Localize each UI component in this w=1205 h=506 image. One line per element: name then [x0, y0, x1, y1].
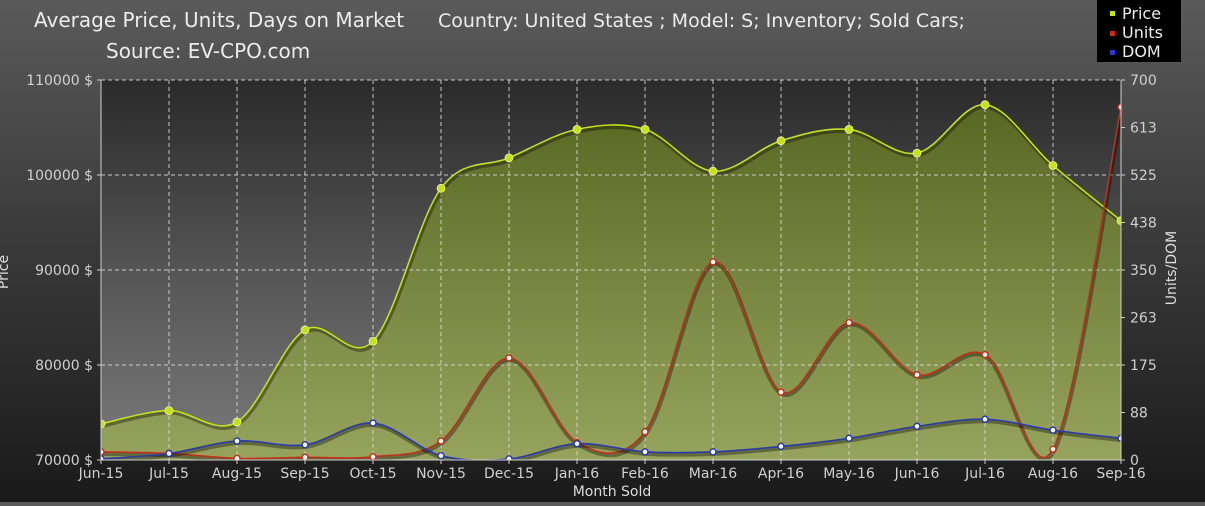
x-tick-label-8: Feb-16: [621, 466, 669, 482]
data-point-price-11: [844, 124, 854, 134]
legend: Price Units DOM: [1097, 0, 1181, 62]
data-point-dom-11: [845, 434, 853, 443]
data-point-units-10: [777, 388, 785, 396]
x-tick-label-11: May-16: [823, 466, 875, 482]
y-axis-label-left: Price: [0, 255, 12, 289]
x-tick-label-15: Sep-16: [1096, 466, 1145, 482]
data-point-dom-7: [573, 439, 581, 448]
data-point-units-11: [845, 318, 853, 327]
data-point-dom-4: [369, 419, 377, 427]
y-tick-label-left-2: 90000 $: [35, 263, 93, 279]
data-point-price-1: [164, 406, 174, 416]
y-tick-label-left-3: 100000 $: [26, 168, 93, 184]
x-tick-label-14: Aug-16: [1028, 466, 1078, 482]
data-point-price-12: [912, 148, 922, 158]
y-tick-label-left-1: 80000 $: [35, 358, 93, 374]
x-tick-label-0: Jun-15: [78, 466, 124, 482]
y-tick-label-right-6: 525: [1130, 168, 1157, 184]
data-point-dom-14: [1049, 426, 1057, 434]
data-point-units-9: [709, 258, 717, 266]
x-tick-label-6: Dec-15: [484, 466, 534, 482]
series-shadow-dom: [101, 419, 1121, 460]
x-tick-label-12: Jun-16: [894, 466, 940, 482]
legend-swatch-dom: [1110, 50, 1115, 55]
data-point-units-2: [233, 454, 241, 460]
data-point-dom-1: [165, 449, 173, 458]
data-point-units-15: [1117, 103, 1121, 111]
legend-label-dom: DOM: [1122, 42, 1161, 61]
y-tick-label-right-8: 700: [1130, 73, 1157, 89]
x-tick-label-10: Apr-16: [758, 466, 804, 482]
data-point-price-9: [708, 166, 718, 176]
y-axis-label-right: Units/DOM: [1164, 231, 1180, 305]
data-point-price-15: [1116, 216, 1121, 225]
data-point-units-12: [913, 371, 921, 379]
data-point-dom-0: [101, 455, 105, 460]
series-shadow-price: [101, 104, 1121, 430]
x-tick-label-13: Jul-16: [964, 466, 1005, 482]
series-layer: [101, 100, 1121, 460]
y-tick-label-right-1: 88: [1130, 406, 1148, 422]
data-point-units-13: [981, 350, 989, 359]
x-tick-label-9: Mar-16: [689, 466, 737, 482]
data-point-units-0: [101, 448, 105, 456]
data-point-units-14: [1049, 445, 1057, 453]
x-axis-label: Month Sold: [573, 484, 652, 500]
x-tick-label-7: Jan-16: [554, 466, 600, 482]
x-tick-label-1: Jul-15: [148, 466, 189, 482]
data-point-price-3: [300, 325, 310, 335]
data-point-price-8: [640, 124, 650, 134]
y-tick-label-right-7: 613: [1130, 121, 1157, 137]
data-point-dom-10: [777, 442, 785, 451]
data-point-price-6: [504, 153, 514, 163]
x-tick-label-2: Aug-15: [212, 466, 262, 482]
price-area-layer: [101, 104, 1121, 460]
y-tick-label-right-2: 175: [1130, 358, 1157, 374]
y-tick-label-right-5: 438: [1130, 216, 1157, 232]
price-area: [101, 104, 1121, 460]
y-tick-label-right-3: 263: [1130, 311, 1157, 327]
data-point-price-5: [436, 183, 446, 193]
data-point-price-2: [232, 417, 242, 427]
data-point-price-7: [572, 124, 582, 134]
legend-label-price: Price: [1122, 4, 1161, 23]
data-point-price-4: [368, 336, 378, 346]
data-point-dom-2: [233, 437, 241, 445]
y-tick-label-left-4: 110000 $: [26, 73, 93, 89]
data-point-price-10: [776, 136, 786, 146]
chart-title-line2: Source: EV-CPO.com: [106, 39, 310, 63]
data-point-price-14: [1048, 161, 1058, 170]
data-point-dom-13: [981, 415, 989, 424]
data-point-dom-12: [913, 422, 921, 431]
legend-label-units: Units: [1122, 23, 1163, 42]
data-point-units-5: [437, 437, 445, 445]
data-point-dom-6: [505, 455, 513, 460]
legend-swatch-units: [1110, 31, 1115, 36]
y-tick-label-right-4: 350: [1130, 263, 1157, 279]
data-point-dom-3: [301, 441, 309, 449]
data-point-dom-9: [709, 448, 717, 456]
legend-swatch-price: [1110, 11, 1115, 16]
filter-description: Country: United States ; Model: S; Inven…: [438, 10, 965, 32]
data-point-units-4: [369, 452, 377, 460]
x-tick-label-5: Nov-15: [416, 466, 466, 482]
series-line-dom: [101, 418, 1121, 460]
data-point-dom-8: [641, 448, 649, 456]
data-point-price-13: [980, 100, 990, 110]
data-point-price-0: [101, 419, 106, 429]
data-point-dom-5: [437, 451, 445, 460]
x-tick-label-3: Sep-15: [280, 466, 329, 482]
x-tick-label-4: Oct-15: [349, 466, 396, 482]
data-point-units-3: [301, 453, 309, 460]
data-point-units-8: [641, 428, 649, 436]
data-point-units-6: [505, 354, 513, 362]
data-point-dom-15: [1117, 434, 1121, 443]
y-tick-label-left-0: 70000 $: [35, 453, 93, 469]
y-tick-label-right-0: 0: [1130, 453, 1139, 469]
axis-layer: 70000 $ 80000 $ 90000 $ 100000 $ 110000 $ 0 88…: [26, 73, 1157, 482]
chart-title-line1: Average Price, Units, Days on Market: [34, 8, 404, 32]
